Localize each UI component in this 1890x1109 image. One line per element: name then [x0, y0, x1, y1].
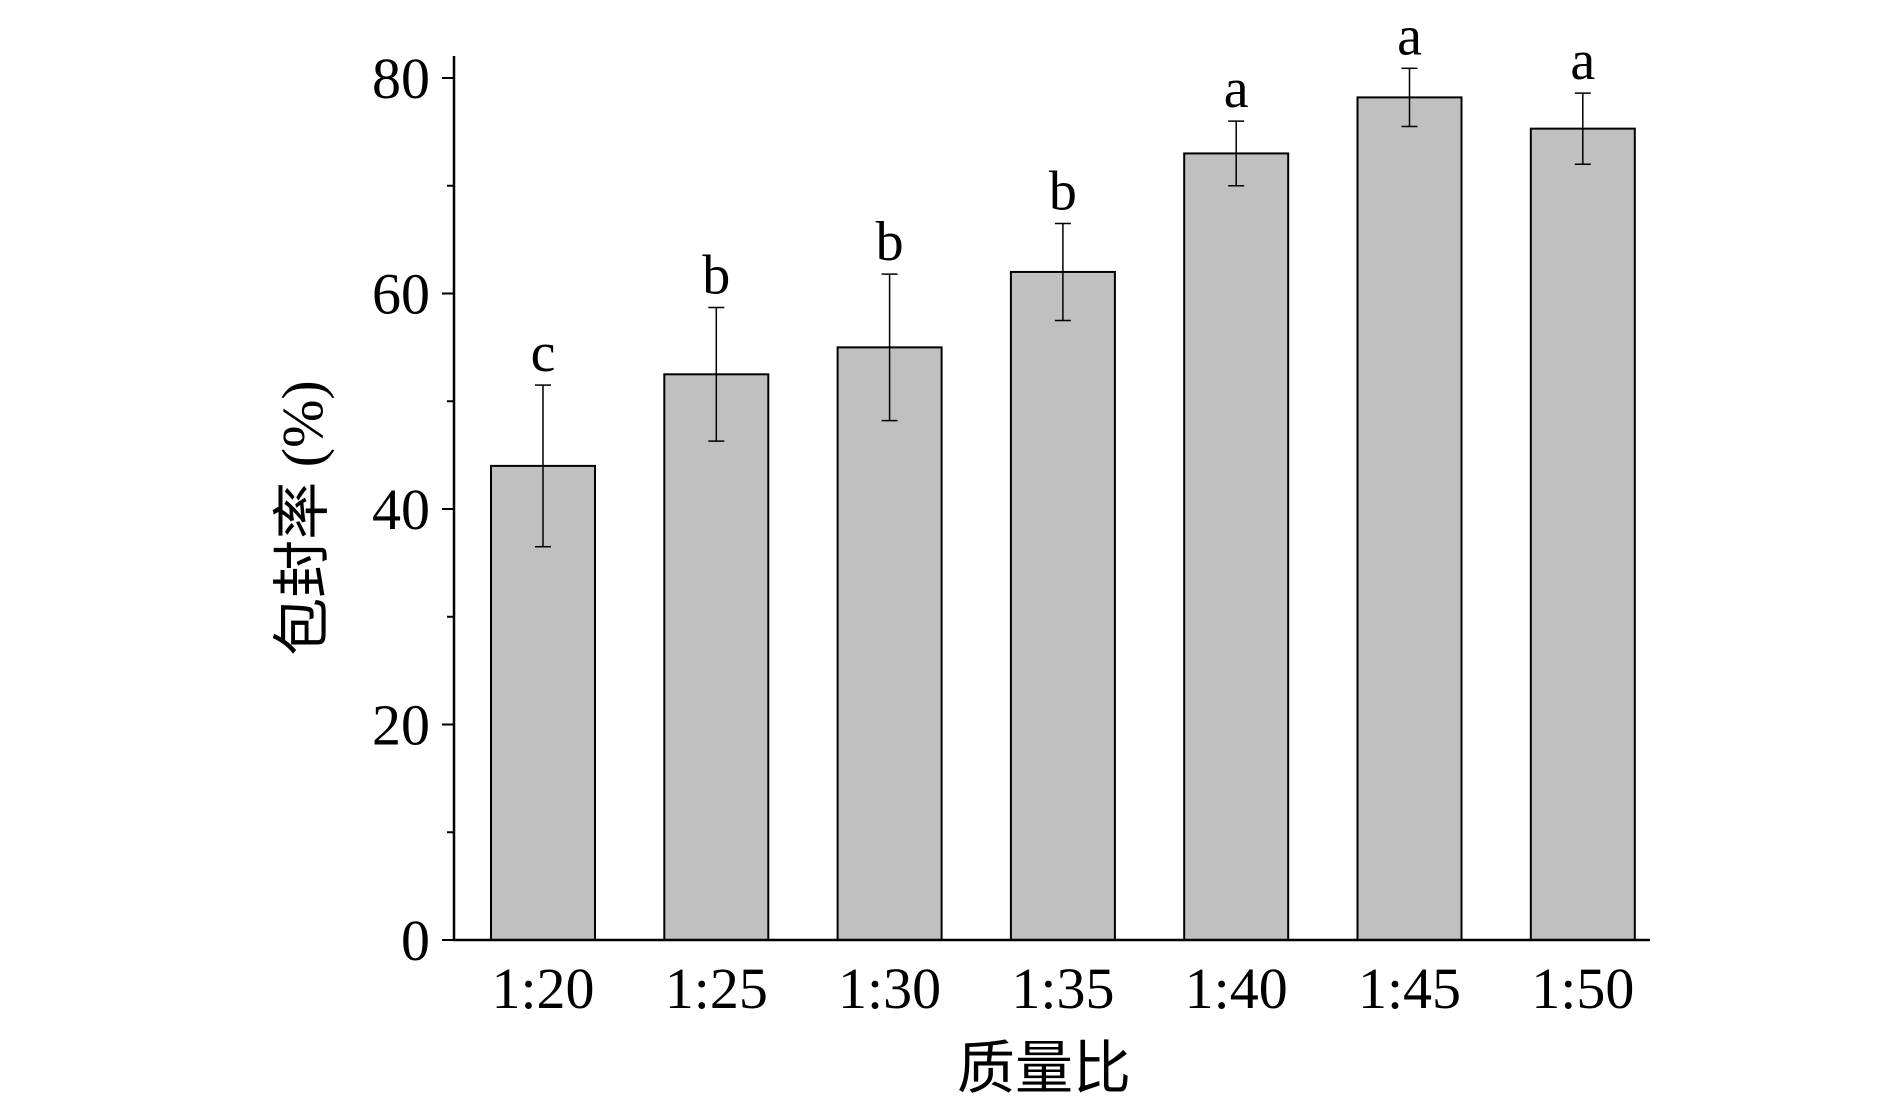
error-bar [1574, 92, 1591, 165]
bar-1-30 [836, 346, 943, 941]
bars-layer [490, 96, 1636, 942]
x-tick-label: 1:30 [838, 956, 941, 1021]
y-axis-title: 包封率 (%) [270, 380, 335, 655]
significance-label: b [1049, 160, 1077, 222]
significance-label: b [702, 245, 730, 307]
significance-label: c [531, 322, 556, 384]
error-bar [1401, 67, 1418, 128]
axes-layer [442, 56, 1650, 942]
y-tick-label: 40 [372, 477, 430, 542]
significance-label: a [1397, 5, 1422, 67]
error-bar [535, 384, 551, 548]
significance-label: a [1224, 58, 1249, 120]
significance-labels-layer: c b b b a a a [531, 5, 1596, 384]
y-tick-label: 60 [372, 262, 430, 327]
y-tick-label: 80 [372, 46, 430, 111]
bar-1-25 [663, 373, 770, 941]
tick-labels-layer: 1:20 1:25 1:30 1:35 1:40 1:45 1:50 0 20 40 60 80 [372, 46, 1634, 1021]
error-bar [708, 306, 725, 442]
error-bar [1228, 120, 1245, 187]
error-bar [881, 273, 898, 422]
x-tick-label: 1:20 [491, 956, 594, 1021]
bar-1-40 [1183, 152, 1290, 942]
x-tick-label: 1:45 [1358, 956, 1461, 1021]
x-tick-label: 1:35 [1011, 956, 1114, 1021]
x-axis-title: 质量比 [957, 1036, 1131, 1101]
y-tick-label: 20 [372, 693, 430, 758]
x-tick-label: 1:40 [1185, 956, 1288, 1021]
y-tick-label: 0 [401, 908, 430, 973]
significance-label: b [876, 211, 904, 273]
x-tick-label: 1:25 [665, 956, 768, 1021]
significance-label: a [1570, 30, 1595, 92]
bar-1-35 [1009, 270, 1116, 941]
bar-1-45 [1356, 96, 1463, 941]
error-bar [1054, 222, 1071, 322]
error-bars-layer [535, 67, 1591, 548]
bar-1-50 [1529, 127, 1636, 941]
x-tick-label: 1:50 [1531, 956, 1634, 1021]
